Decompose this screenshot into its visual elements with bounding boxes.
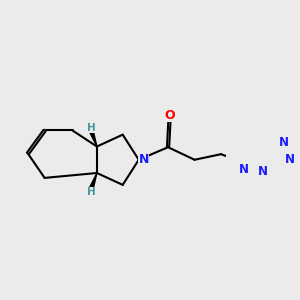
Text: H: H: [87, 123, 96, 133]
Text: O: O: [164, 109, 175, 122]
Text: H: H: [87, 187, 96, 197]
Text: N: N: [285, 153, 295, 166]
Text: N: N: [138, 153, 149, 166]
Text: N: N: [239, 163, 249, 176]
Text: N: N: [279, 136, 289, 148]
Polygon shape: [89, 130, 97, 146]
Text: N: N: [258, 165, 268, 178]
Polygon shape: [89, 173, 97, 189]
